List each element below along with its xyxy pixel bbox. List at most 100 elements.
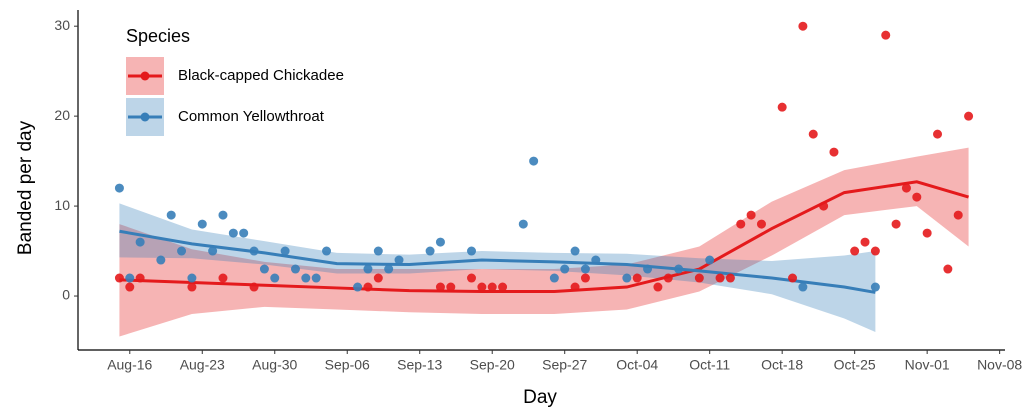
point [705, 255, 715, 265]
confidence-band [119, 203, 876, 333]
y-tick-label: 20 [54, 107, 70, 123]
point [249, 282, 259, 292]
point [912, 192, 922, 202]
point [870, 246, 880, 256]
point [135, 273, 145, 283]
point [570, 282, 580, 292]
point [829, 147, 839, 157]
y-axis-title: Banded per day [15, 120, 36, 255]
y-tick-label: 0 [62, 287, 70, 303]
point [114, 183, 124, 193]
point [736, 219, 746, 229]
point [777, 102, 787, 112]
point [446, 282, 456, 292]
x-tick-label: Nov-08 [977, 357, 1022, 373]
x-tick-label: Oct-04 [616, 357, 658, 373]
point [125, 273, 135, 283]
point [177, 246, 187, 256]
legend-label: Common Yellowthroat [178, 108, 325, 125]
x-tick-label: Sep-06 [325, 357, 370, 373]
point [498, 282, 508, 292]
point [187, 282, 197, 292]
point [891, 219, 901, 229]
point [467, 246, 477, 256]
point [425, 246, 435, 256]
point [756, 219, 766, 229]
point [591, 255, 601, 265]
point [322, 246, 332, 256]
point [280, 246, 290, 256]
point [850, 246, 860, 256]
point [249, 246, 259, 256]
x-tick-label: Aug-16 [107, 357, 152, 373]
point [715, 273, 725, 283]
point [363, 282, 373, 292]
point [114, 273, 124, 283]
point [901, 183, 911, 193]
point [798, 282, 808, 292]
point [870, 282, 880, 292]
point [228, 228, 238, 238]
x-tick-label: Oct-25 [834, 357, 876, 373]
point [290, 264, 300, 274]
point [487, 282, 497, 292]
point [580, 264, 590, 274]
point [933, 129, 943, 139]
legend-point [140, 112, 150, 122]
point [788, 273, 798, 283]
point [477, 282, 487, 292]
point [570, 246, 580, 256]
point [725, 273, 735, 283]
y-tick-label: 10 [54, 197, 70, 213]
point [239, 228, 249, 238]
point [964, 111, 974, 121]
point [373, 273, 383, 283]
point [653, 282, 663, 292]
point [187, 273, 197, 283]
x-tick-label: Sep-20 [470, 357, 515, 373]
confidence-band [119, 147, 969, 337]
point [467, 273, 477, 283]
x-tick-label: Nov-01 [905, 357, 950, 373]
point [808, 129, 818, 139]
x-axis-title: Day [523, 387, 557, 408]
legend-title: Species [126, 26, 190, 46]
point [560, 264, 570, 274]
x-tick-label: Oct-11 [689, 357, 730, 373]
point [363, 264, 373, 274]
point [663, 273, 673, 283]
point [353, 282, 363, 292]
x-tick-label: Aug-23 [180, 357, 225, 373]
point [218, 210, 228, 220]
point [197, 219, 207, 229]
legend-label: Black-capped Chickadee [178, 67, 344, 84]
point [580, 273, 590, 283]
point [643, 264, 653, 274]
legend-point [140, 71, 150, 81]
point [819, 201, 829, 211]
point [881, 30, 891, 40]
x-tick-label: Sep-27 [542, 357, 587, 373]
point [394, 255, 404, 265]
point [694, 273, 704, 283]
point [622, 273, 632, 283]
point [301, 273, 311, 283]
x-tick-label: Oct-18 [761, 357, 803, 373]
point [632, 273, 642, 283]
x-tick-label: Sep-13 [397, 357, 442, 373]
point [549, 273, 559, 283]
point [746, 210, 756, 220]
x-tick-label: Aug-30 [252, 357, 297, 373]
point [529, 156, 539, 166]
point [674, 264, 684, 274]
point [860, 237, 870, 247]
point [166, 210, 176, 220]
point [270, 273, 280, 283]
point [135, 237, 145, 247]
point [218, 273, 228, 283]
point [156, 255, 166, 265]
point [943, 264, 953, 274]
point [259, 264, 269, 274]
point [518, 219, 528, 229]
